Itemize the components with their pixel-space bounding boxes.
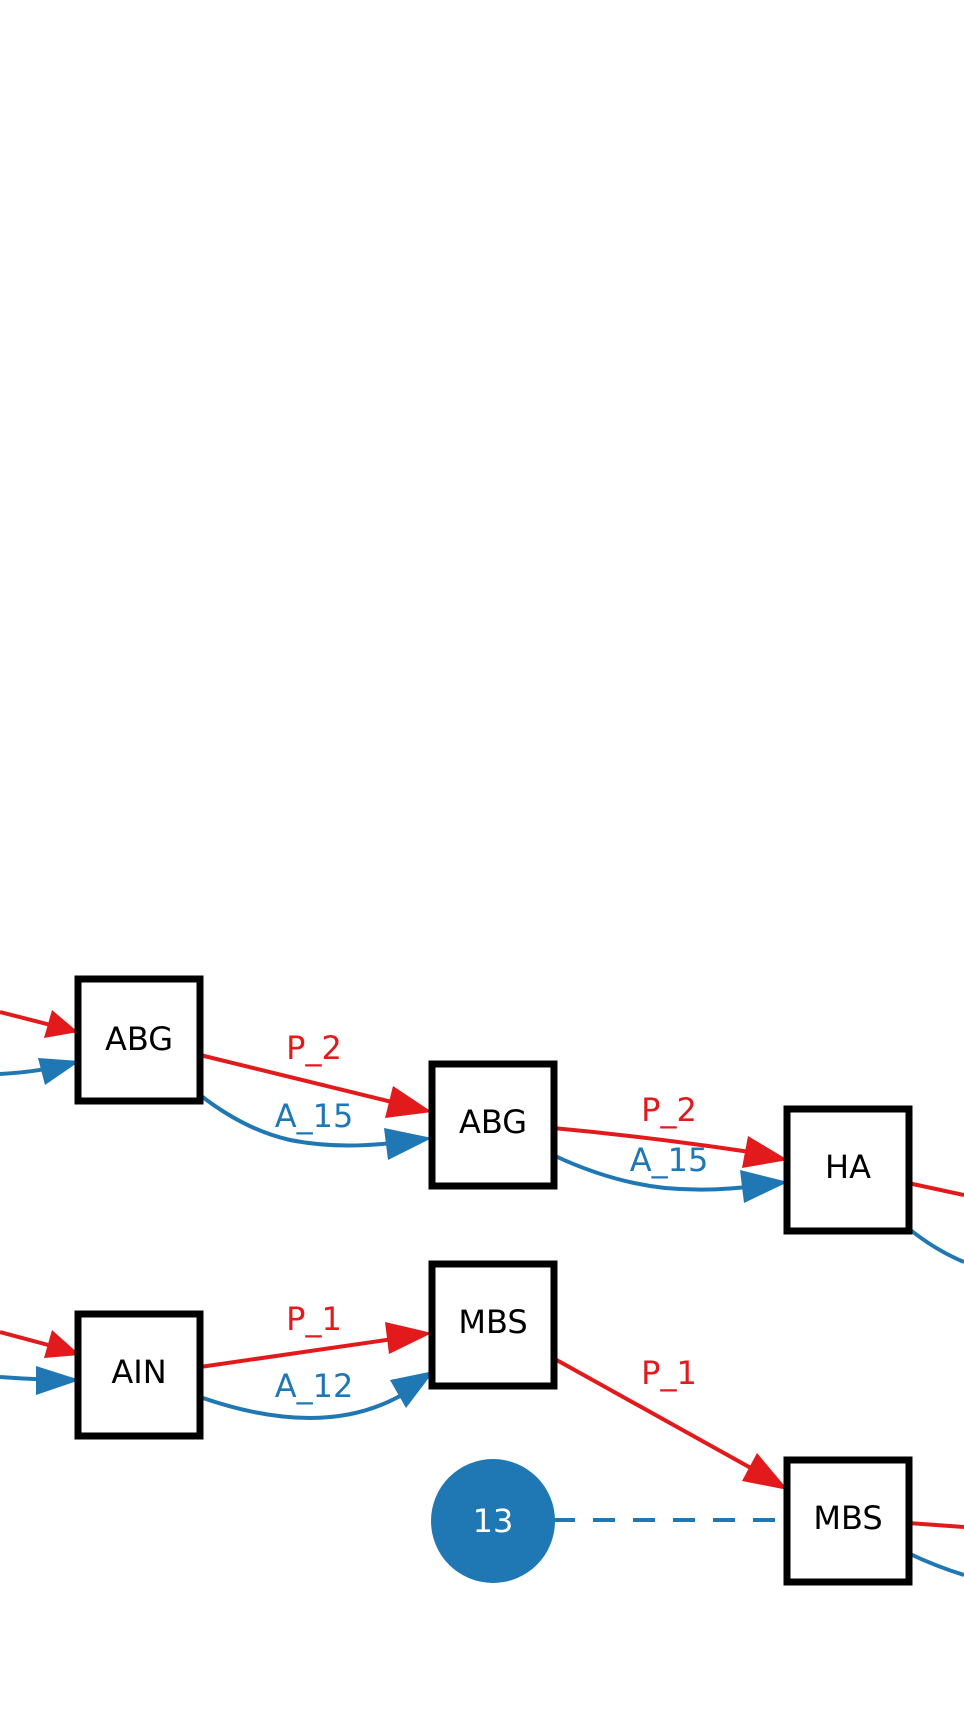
node-ha-label: HA xyxy=(825,1148,871,1186)
edge-label-abg1-abg2-a: A_15 xyxy=(275,1097,354,1135)
edge-label-ain-mbs1-a: A_12 xyxy=(275,1367,354,1405)
edge-abg1-abg2-a xyxy=(198,1093,401,1148)
edges-ain-mbs1 xyxy=(199,1322,434,1421)
edge-mbs1-mbs2-p xyxy=(552,1356,759,1474)
arrowhead-ain-mbs1-a xyxy=(390,1371,434,1408)
edge-label-abg2-ha-a: A_15 xyxy=(630,1141,709,1179)
edges-abg2-ha xyxy=(552,1126,788,1203)
node-abg-2[interactable]: ABG xyxy=(428,1060,558,1190)
incoming-edges xyxy=(0,1010,80,1395)
arrowhead-abg1-abg2-a xyxy=(384,1128,432,1160)
edges-mbs1-mbs2 xyxy=(552,1356,788,1490)
edge-ain-mbs1-a xyxy=(199,1394,401,1421)
arrowhead-incoming-ain-a xyxy=(36,1366,80,1395)
node-abg-1-label: ABG xyxy=(105,1020,173,1058)
edge-label-mbs1-mbs2-p: P_1 xyxy=(641,1354,697,1392)
edge-mbs2-out-p xyxy=(907,1521,964,1529)
node-mbs-1-label: MBS xyxy=(458,1303,527,1341)
arrowhead-incoming-abg1-a xyxy=(38,1058,80,1085)
arrowhead-incoming-ain-p xyxy=(44,1330,80,1358)
edge-label-abg2-ha-p: P_2 xyxy=(641,1091,697,1129)
node-abg-2-label: ABG xyxy=(459,1103,527,1141)
arrowhead-abg1-abg2-p xyxy=(385,1086,432,1118)
edge-ain-mbs1-p xyxy=(199,1336,401,1369)
node-ain[interactable]: AIN xyxy=(74,1310,204,1440)
edge-label-abg1-abg2-p: P_2 xyxy=(286,1029,342,1067)
edges-mbs2-outgoing xyxy=(907,1521,964,1577)
edge-abg2-ha-p xyxy=(552,1126,751,1154)
edge-abg2-ha-a xyxy=(552,1153,756,1192)
arrowhead-ain-mbs1-p xyxy=(385,1322,432,1354)
edge-mbs2-out-a xyxy=(907,1551,964,1577)
edges-abg1-abg2 xyxy=(198,1053,432,1160)
edge-label-ain-mbs1-p: P_1 xyxy=(286,1300,342,1338)
node-abg-1[interactable]: ABG xyxy=(74,975,204,1105)
arrowhead-abg2-ha-p xyxy=(742,1136,788,1168)
node-mbs-2-label: MBS xyxy=(813,1499,882,1537)
node-mbs-2[interactable]: MBS xyxy=(783,1456,913,1586)
edge-ha-out-p xyxy=(907,1181,964,1197)
node-mbs-1[interactable]: MBS xyxy=(428,1260,558,1390)
edge-ha-out-a xyxy=(906,1226,964,1264)
node-ha[interactable]: HA xyxy=(783,1105,913,1235)
circle-node-13[interactable]: 13 xyxy=(431,1459,555,1583)
arrowhead-mbs1-mbs2-p xyxy=(742,1453,788,1490)
edge-abg1-abg2-p xyxy=(199,1053,401,1106)
arrowhead-abg2-ha-a xyxy=(740,1170,788,1203)
node-ain-label: AIN xyxy=(111,1353,166,1391)
edges-ha-outgoing xyxy=(906,1181,964,1264)
arrowhead-incoming-abg1-p xyxy=(44,1010,78,1038)
circle-node-13-label: 13 xyxy=(473,1502,514,1540)
